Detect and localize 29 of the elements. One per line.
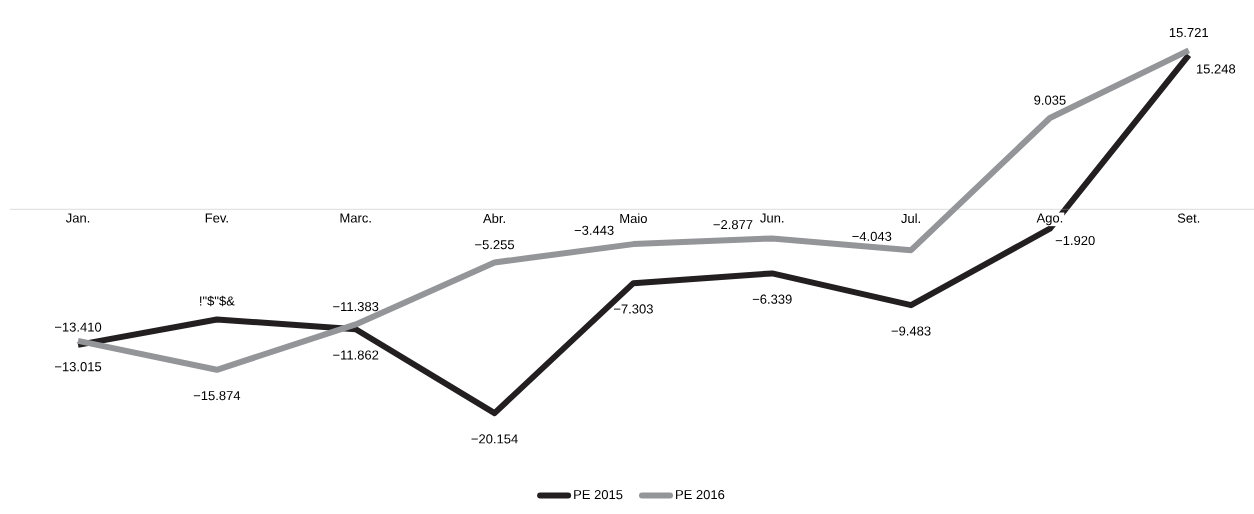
data-label: −11.383: [333, 301, 379, 312]
data-label: −7.303: [613, 304, 653, 314]
x-tick-label: Ago.: [1036, 213, 1063, 226]
data-label: −3.443: [574, 225, 614, 235]
data-label: 15.721: [1169, 27, 1208, 38]
x-tick-label: Abr.: [483, 213, 505, 224]
data-label: −5.255: [475, 240, 515, 250]
data-label: −1.920: [1055, 235, 1095, 246]
data-label: −4.043: [852, 231, 892, 241]
data-label: −6.339: [752, 294, 792, 304]
data-label: −2.877: [713, 219, 753, 230]
legend-label: PE 2016: [676, 489, 725, 500]
x-tick-label: Marc.: [340, 213, 371, 223]
legend-label: PE 2015: [574, 489, 623, 500]
data-label: !"$"$&: [200, 295, 235, 307]
data-label: −13.410: [54, 322, 102, 332]
data-label: 15.248: [1196, 64, 1236, 74]
data-label: −15.874: [193, 391, 241, 401]
x-tick-label: Fev.: [205, 213, 228, 223]
x-tick-label: Set.: [1177, 213, 1200, 223]
data-label: −13.015: [54, 362, 102, 372]
data-label: −11.862: [333, 350, 379, 360]
data-label: −9.483: [891, 326, 931, 336]
x-tick-label: Jun.: [760, 213, 784, 223]
x-tick-label: Jul.: [901, 213, 920, 224]
data-label: 9.035: [1034, 95, 1066, 105]
data-label: −20.154: [471, 434, 518, 444]
x-tick-label: Maio: [620, 213, 647, 224]
x-tick-label: Jan.: [65, 213, 90, 223]
